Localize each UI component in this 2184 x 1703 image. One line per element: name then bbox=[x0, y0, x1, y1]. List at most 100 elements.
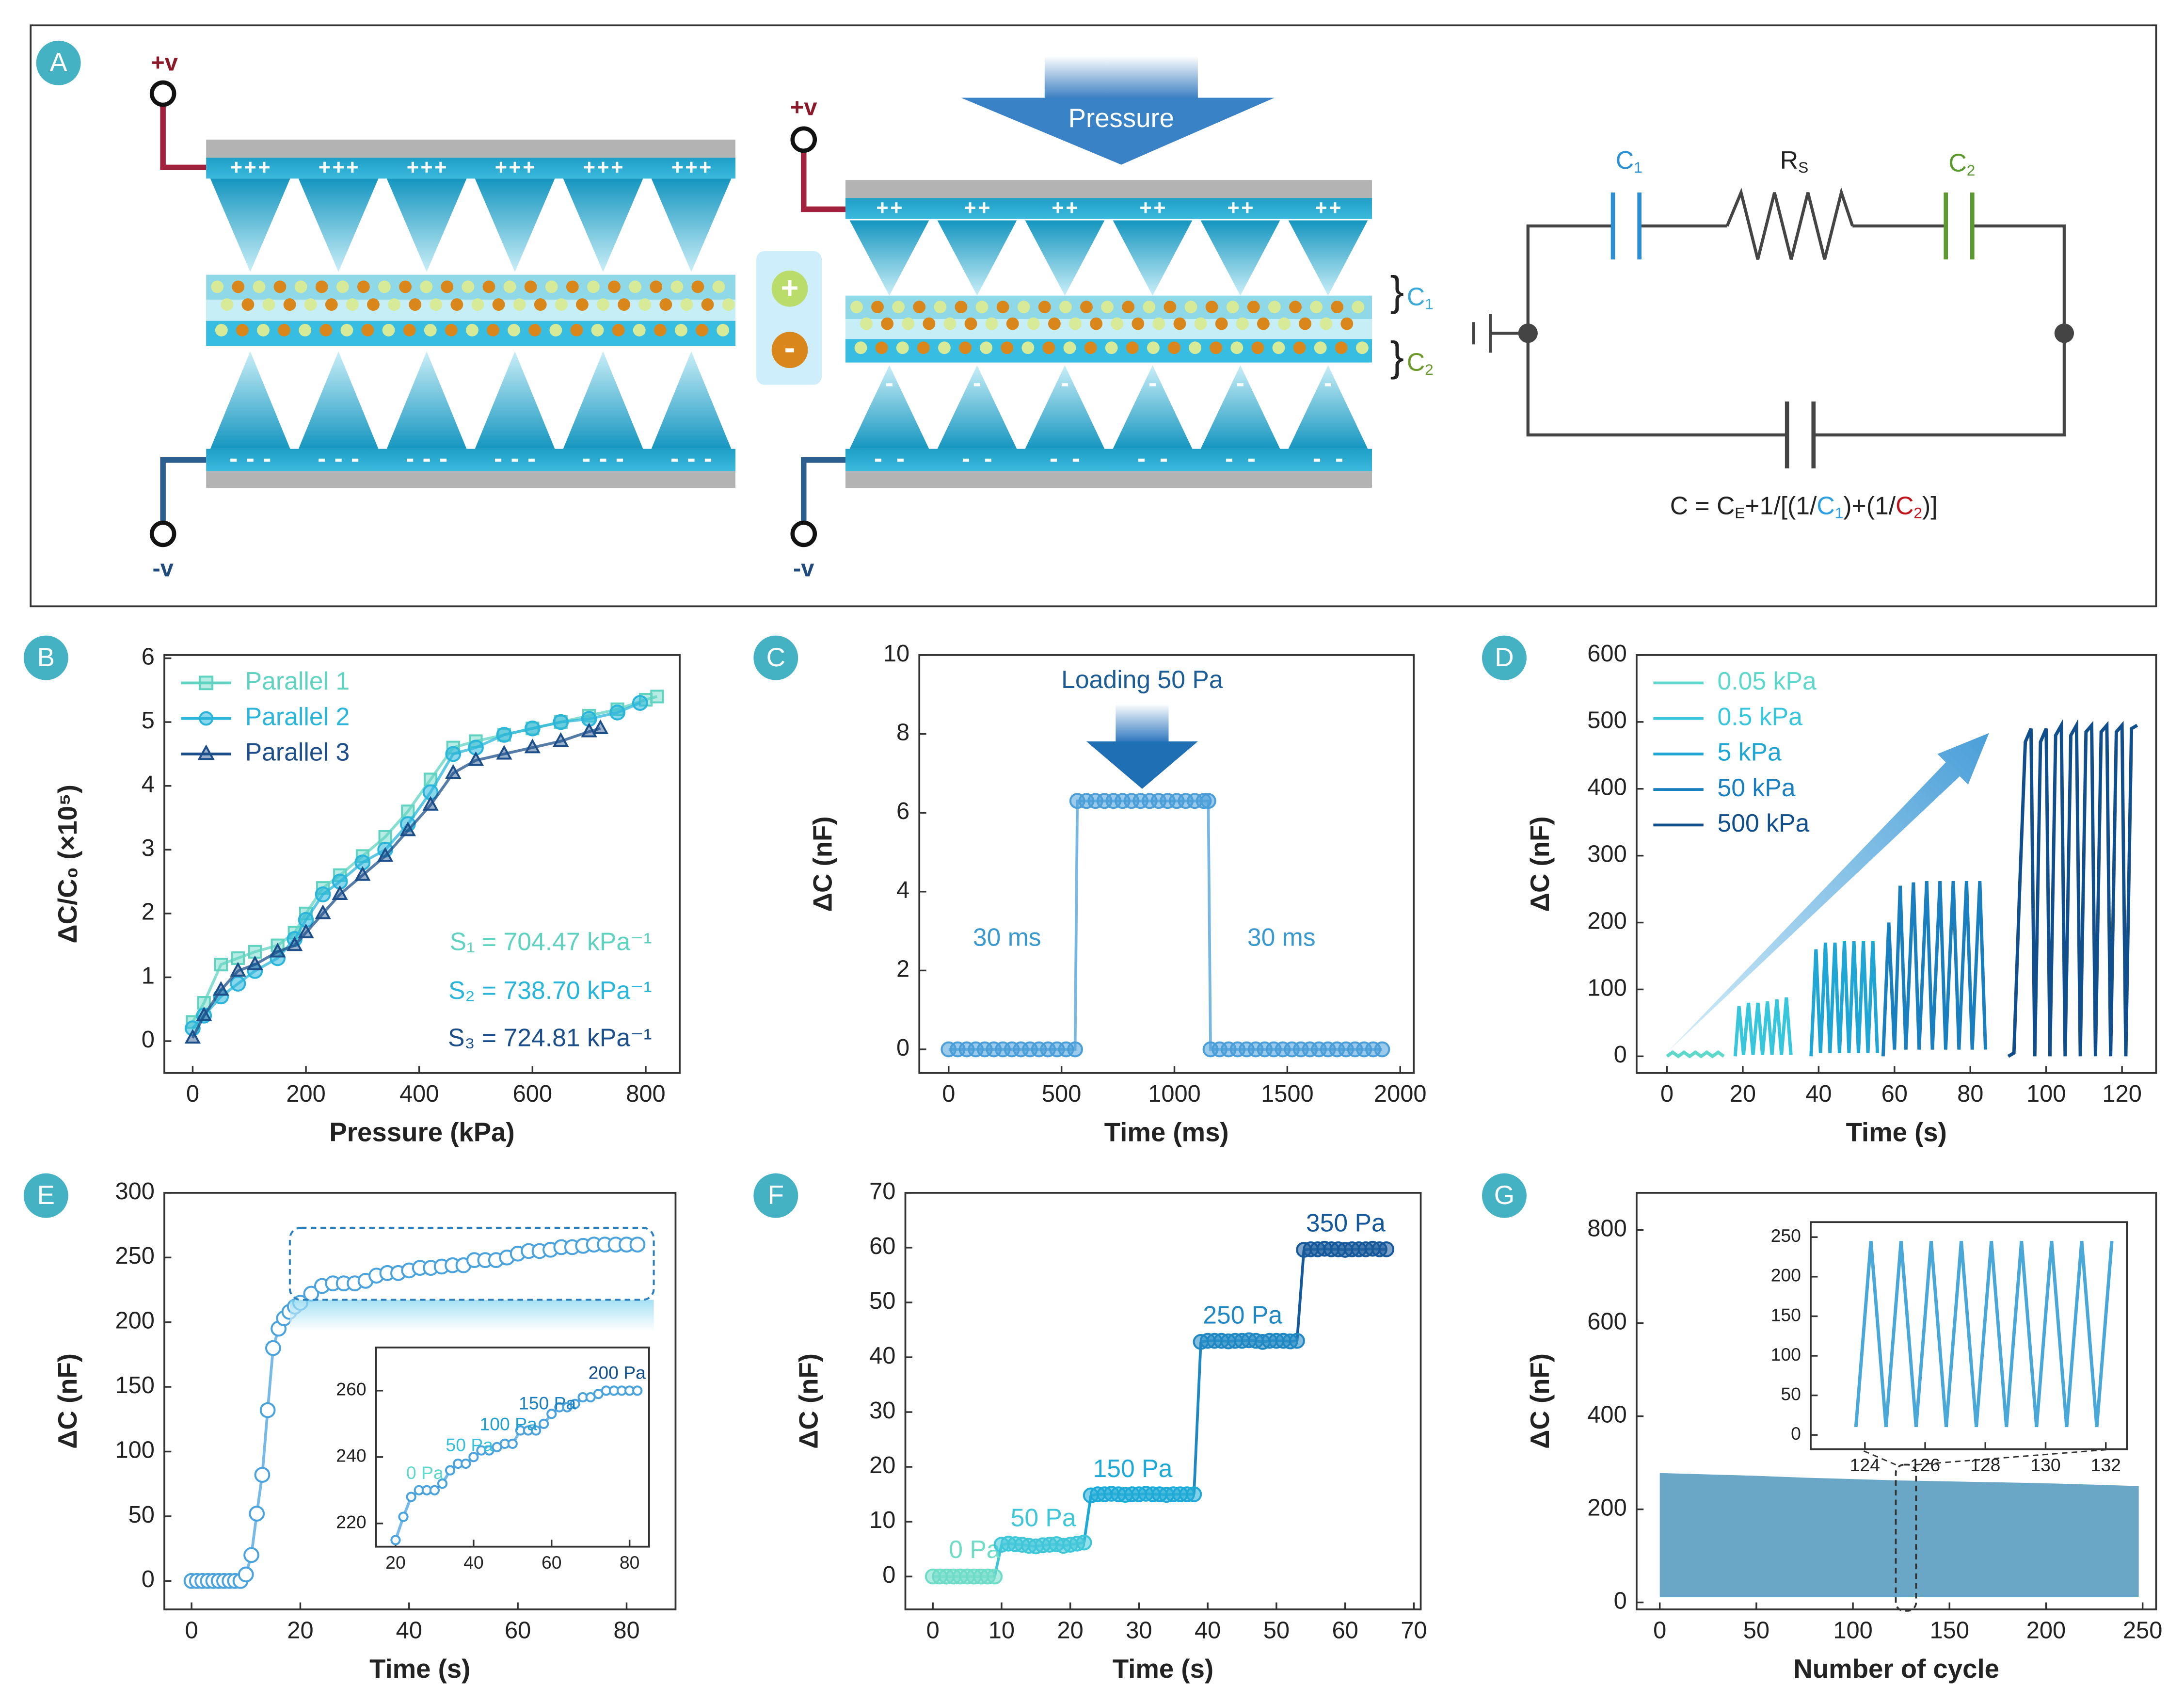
ion bbox=[232, 280, 245, 293]
charge-sign: + bbox=[407, 156, 419, 179]
data-line bbox=[2007, 719, 2138, 1058]
charge-sign: + bbox=[421, 156, 433, 179]
ion bbox=[881, 317, 894, 330]
ion bbox=[896, 341, 909, 354]
ion bbox=[1111, 317, 1124, 330]
ion bbox=[466, 323, 478, 337]
x-axis-label: Time (s) bbox=[369, 1654, 470, 1684]
x-axis-label: Time (s) bbox=[1846, 1118, 1947, 1147]
ion bbox=[1320, 317, 1333, 330]
x-tick-label: 128 bbox=[1970, 1455, 2000, 1475]
ion bbox=[1335, 341, 1348, 354]
charge-sign: - bbox=[670, 444, 679, 472]
x-tick-label: 120 bbox=[2102, 1081, 2141, 1107]
microstructure bbox=[1025, 365, 1105, 449]
x-tick-label: 40 bbox=[396, 1617, 422, 1643]
annotation: Loading 50 Pa bbox=[1061, 665, 1223, 693]
x-tick-label: 130 bbox=[2030, 1455, 2060, 1475]
x-tick-label: 400 bbox=[399, 1081, 439, 1107]
brace: } bbox=[1390, 334, 1404, 380]
charge-sign: - bbox=[423, 444, 431, 472]
x-tick-label: 150 bbox=[1930, 1617, 1969, 1643]
charge-sign: + bbox=[258, 156, 270, 179]
charge-sign: + bbox=[583, 156, 595, 179]
ion bbox=[566, 280, 579, 293]
annotation: 50 Pa bbox=[446, 1435, 493, 1455]
charge-sign: - bbox=[263, 444, 271, 472]
microstructure bbox=[298, 351, 379, 449]
charge-sign: + bbox=[509, 156, 521, 179]
y-tick-label: 4 bbox=[142, 771, 155, 798]
y-tick-label: 1 bbox=[142, 963, 155, 989]
microstructure bbox=[563, 178, 643, 272]
marker bbox=[650, 690, 664, 704]
marker bbox=[546, 1409, 557, 1419]
plot-frame bbox=[904, 1192, 1422, 1610]
charge-sign: - bbox=[1148, 369, 1157, 397]
charge-sign: + bbox=[1140, 196, 1152, 220]
ion bbox=[980, 341, 993, 354]
charge-sign: - bbox=[439, 444, 447, 472]
charge-sign: + bbox=[699, 156, 711, 179]
x-tick-label: 100 bbox=[1833, 1617, 1872, 1643]
marker bbox=[1374, 1041, 1390, 1058]
ion bbox=[503, 280, 516, 293]
charge-sign: + bbox=[244, 156, 256, 179]
charge-sign: - bbox=[704, 444, 712, 472]
ion bbox=[1084, 341, 1097, 354]
y-tick-label: 600 bbox=[1587, 1309, 1626, 1335]
ion bbox=[487, 323, 500, 337]
ion bbox=[1278, 317, 1291, 330]
annotation: S₃ = 724.81 kPa⁻¹ bbox=[448, 1024, 652, 1052]
negative-terminal: -v bbox=[793, 556, 814, 582]
charge-sign: + bbox=[421, 156, 433, 179]
marker bbox=[249, 1506, 265, 1522]
charge-sign: - bbox=[335, 444, 343, 472]
marker bbox=[524, 739, 541, 754]
y-tick-label: 240 bbox=[336, 1446, 366, 1466]
ion bbox=[597, 298, 609, 311]
ion bbox=[576, 298, 589, 311]
charge-sign: - bbox=[1050, 444, 1058, 472]
ion bbox=[1352, 301, 1365, 314]
charge-sign: - bbox=[510, 444, 519, 472]
ion bbox=[633, 323, 646, 337]
microstructure bbox=[1113, 365, 1193, 449]
charge-sign: + bbox=[1241, 196, 1253, 220]
marker bbox=[254, 1467, 271, 1483]
y-tick-label: 20 bbox=[869, 1452, 895, 1478]
ion bbox=[1272, 341, 1285, 354]
charge-sign: + bbox=[258, 156, 270, 179]
marker bbox=[629, 1237, 646, 1253]
ion bbox=[357, 280, 370, 293]
x-tick-label: 10 bbox=[988, 1617, 1015, 1643]
x-tick-label: 0 bbox=[926, 1617, 940, 1643]
annotation: 150 Pa bbox=[519, 1393, 576, 1413]
panel-badge bbox=[23, 1173, 68, 1218]
charge-sign: + bbox=[597, 156, 609, 179]
ion bbox=[701, 298, 714, 311]
x-tick-label: 60 bbox=[542, 1552, 562, 1573]
y-tick-label: 150 bbox=[115, 1372, 154, 1398]
charge-sign: + bbox=[699, 156, 711, 179]
charge-sign: + bbox=[1241, 196, 1253, 220]
data-line bbox=[1666, 1050, 1725, 1059]
marker bbox=[399, 821, 416, 836]
x-tick-label: 20 bbox=[287, 1617, 313, 1643]
cation bbox=[771, 270, 808, 307]
data-line bbox=[191, 701, 641, 1029]
y-tick-label: 2 bbox=[896, 956, 909, 982]
step-connector bbox=[1295, 1250, 1306, 1341]
marker bbox=[496, 727, 512, 743]
charge-sign: + bbox=[1315, 196, 1327, 220]
data-line bbox=[1854, 1241, 2114, 1428]
ion bbox=[1355, 341, 1369, 354]
charge-sign: + bbox=[523, 156, 535, 179]
pressure-label: Pressure bbox=[1068, 103, 1174, 133]
x-tick-label: 40 bbox=[1195, 1617, 1221, 1643]
ion bbox=[262, 298, 275, 311]
marker bbox=[315, 904, 331, 919]
ion bbox=[340, 323, 353, 337]
marker bbox=[287, 936, 303, 951]
charge-sign: + bbox=[964, 196, 976, 220]
